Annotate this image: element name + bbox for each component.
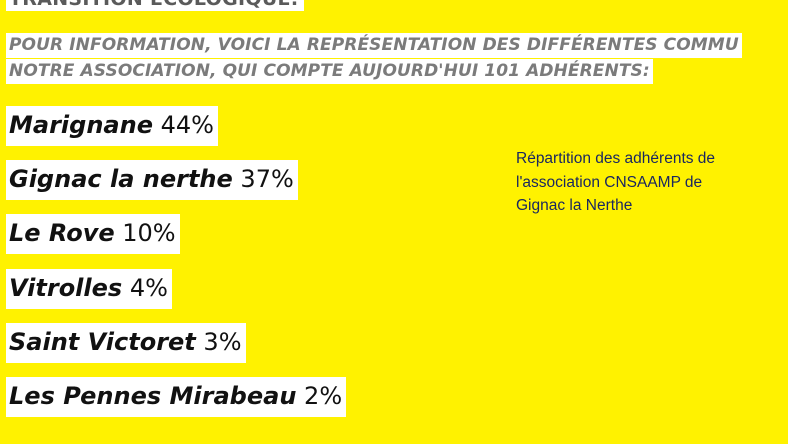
commune-name: Marignane (9, 111, 153, 139)
commune-chip: Le Rove 10% (6, 214, 180, 255)
intro-paragraph: POUR INFORMATION, VOICI LA REPRÉSENTATIO… (6, 32, 742, 84)
caption-line-2: l'association CNSAAMP de (516, 173, 703, 191)
commune-item-gignac: Gignac la nerthe 37% (6, 160, 346, 214)
commune-percent: 44% (160, 111, 214, 139)
commune-item-les-pennes-mirabeau: Les Pennes Mirabeau 2% (6, 376, 347, 431)
commune-percent: 2% (304, 381, 343, 410)
figure-caption: Répartition des adhérents de l'associati… (516, 147, 788, 218)
commune-item-marignane: Marignane 44% (6, 106, 346, 160)
commune-percent: 3% (203, 327, 242, 356)
commune-name: Les Pennes Mirabeau (9, 381, 297, 410)
commune-chip: Vitrolles 4% (6, 268, 172, 309)
commune-percent: 37% (240, 165, 294, 194)
commune-chip: Marignane 44% (6, 106, 218, 146)
commune-percent: 4% (129, 273, 168, 302)
commune-name: Gignac la nerthe (9, 165, 233, 194)
commune-percent: 10% (122, 219, 176, 248)
section-heading: TRANSITION ÉCOLOGIQUE. (6, 0, 305, 11)
commune-item-le-rove: Le Rove 10% (6, 214, 346, 268)
commune-list: Marignane 44% Gignac la nerthe 37% Le Ro… (6, 106, 347, 431)
caption-line-3: Gignac la Nerthe (516, 197, 633, 214)
commune-chip: Gignac la nerthe 37% (6, 160, 298, 201)
caption-line-1: Répartition des adhérents de (516, 150, 716, 167)
intro-line-1: POUR INFORMATION, VOICI LA REPRÉSENTATIO… (6, 33, 742, 58)
commune-name: Saint Victoret (9, 327, 196, 356)
commune-name: Vitrolles (9, 273, 123, 302)
commune-chip: Les Pennes Mirabeau 2% (6, 376, 347, 417)
commune-item-vitrolles: Vitrolles 4% (6, 268, 346, 323)
commune-name: Le Rove (9, 219, 115, 248)
commune-chip: Saint Victoret 3% (6, 322, 246, 363)
commune-item-saint-victoret: Saint Victoret 3% (6, 322, 346, 377)
intro-line-2: NOTRE ASSOCIATION, QUI COMPTE AUJOURD'HU… (6, 59, 653, 84)
